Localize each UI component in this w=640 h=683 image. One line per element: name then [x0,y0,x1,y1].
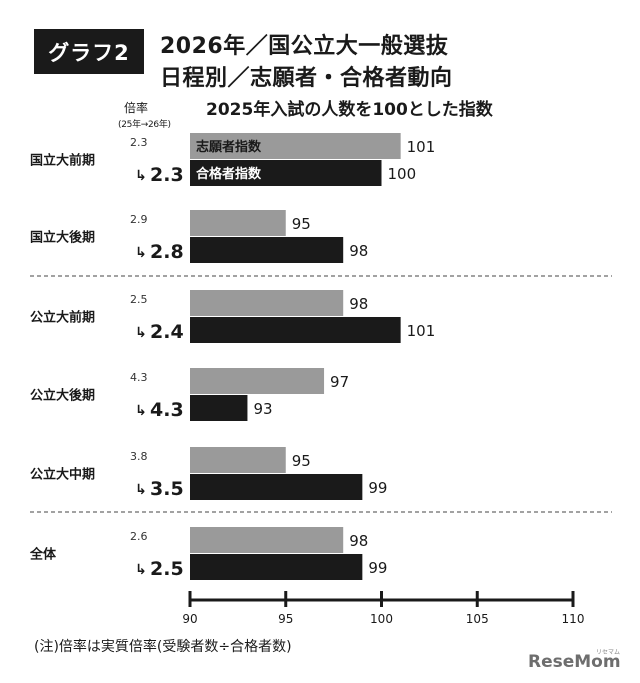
bar-applicants [190,290,344,316]
category-label: 国立大前期 [30,153,95,169]
value-label-passers: 99 [368,559,387,577]
ratio-arrow-icon: ↳ [135,562,147,578]
ratio-prev: 2.3 [130,136,148,149]
x-tick-label: 100 [370,612,393,626]
ratio-curr: 2.3 [150,164,184,186]
ratio-curr: 3.5 [150,478,184,500]
ratio-prev: 2.9 [130,213,148,226]
bar-passers [190,160,382,186]
value-label-applicants: 97 [330,373,349,391]
value-label-passers: 101 [407,322,436,340]
ratio-prev: 2.5 [130,293,148,306]
bar-passers [190,237,344,263]
ratio-arrow-icon: ↳ [135,245,147,261]
ratio-curr: 2.4 [150,321,184,343]
chart-title-line2: 日程別／志願者・合格者動向 [160,66,453,91]
bar-passers [190,317,401,343]
ratio-prev: 3.8 [130,450,148,463]
value-label-applicants: 95 [292,452,311,470]
bar-applicants [190,527,344,553]
value-label-passers: 99 [368,479,387,497]
value-label-applicants: 101 [407,138,436,156]
x-tick-label: 110 [562,612,585,626]
legend-passers: 合格者指数 [196,166,262,182]
ratio-subheader: (25年→26年) [118,120,171,130]
footnote: (注)倍率は実質倍率(受験者数÷合格者数) [34,639,292,655]
ratio-prev: 2.6 [130,530,148,543]
value-label-applicants: 95 [292,215,311,233]
chart-subtitle: 2025年入試の人数を100とした指数 [206,100,493,120]
resemom-logo-kana: リセマム [596,649,621,656]
ratio-header: 倍率 [124,101,149,115]
category-label: 公立大前期 [30,310,95,326]
bar-applicants [190,210,286,236]
bar-applicants [190,447,286,473]
bar-passers [190,395,248,421]
ratio-prev: 4.3 [130,371,148,384]
value-label-applicants: 98 [349,532,368,550]
bar-applicants [190,368,325,394]
category-label: 公立大中期 [30,467,95,483]
chart-title-line1: 2026年／国公立大一般選抜 [160,34,449,59]
value-label-passers: 100 [388,165,417,183]
ratio-curr: 4.3 [150,399,184,421]
category-label: 全体 [29,547,57,563]
bar-passers [190,474,363,500]
value-label-passers: 98 [349,242,368,260]
ratio-curr: 2.5 [150,558,184,580]
value-label-passers: 93 [253,400,272,418]
category-label: 公立大後期 [30,388,95,404]
ratio-arrow-icon: ↳ [135,403,147,419]
x-tick-label: 105 [466,612,489,626]
ratio-curr: 2.8 [150,241,184,263]
bar-applicants [190,133,401,159]
category-label: 国立大後期 [30,230,95,246]
ratio-arrow-icon: ↳ [135,325,147,341]
ratio-arrow-icon: ↳ [135,482,147,498]
x-tick-label: 90 [182,612,197,626]
legend-applicants: 志願者指数 [196,139,262,155]
value-label-applicants: 98 [349,295,368,313]
resemom-logo: ReseMom [528,652,621,672]
x-tick-label: 95 [278,612,293,626]
graph-badge: グラフ2 [34,29,144,74]
ratio-arrow-icon: ↳ [135,168,147,184]
bar-passers [190,554,363,580]
